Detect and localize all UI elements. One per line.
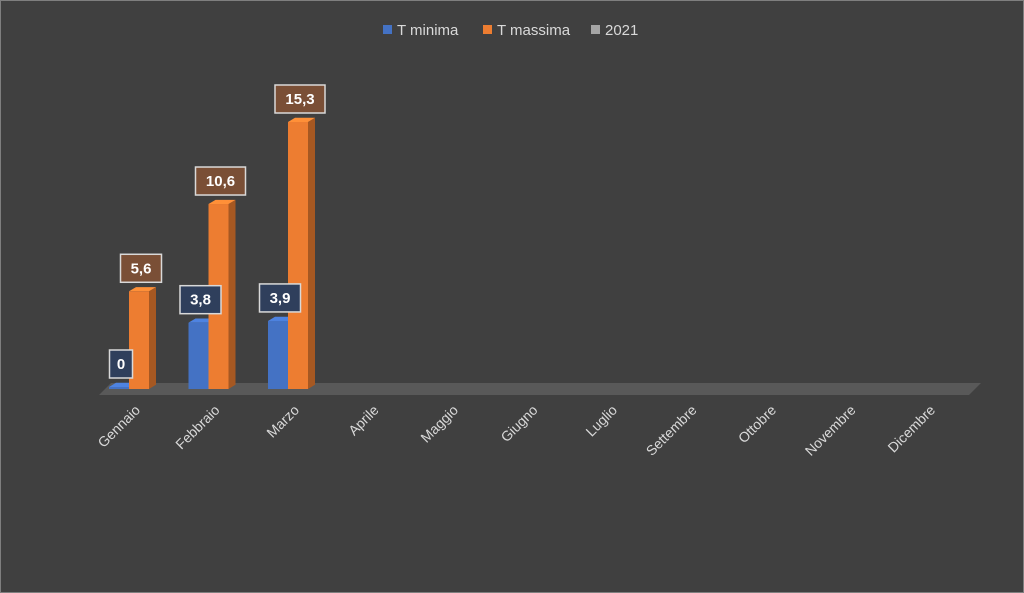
svg-text:2021: 2021	[605, 22, 638, 39]
bar-t-massima-marzo	[288, 117, 315, 390]
svg-text:3,9: 3,9	[270, 290, 291, 307]
data-label: 0	[108, 349, 134, 379]
chart-floor	[99, 383, 981, 395]
svg-text:3,8: 3,8	[190, 292, 211, 309]
data-label: 3,9	[258, 283, 302, 313]
svg-text:T massima: T massima	[497, 22, 571, 39]
bar-t-massima-gennaio	[129, 287, 156, 389]
data-label: 15,3	[274, 84, 326, 114]
x-tick-label: Settembre	[643, 402, 700, 459]
legend-item: T minima	[383, 22, 459, 39]
svg-text:T minima: T minima	[397, 22, 459, 39]
x-tick-label: Giugno	[497, 402, 540, 445]
x-tick-label: Gennaio	[94, 402, 143, 451]
data-label: 3,8	[179, 284, 222, 315]
legend-item: 2021	[591, 22, 638, 39]
x-tick-label: Novembre	[802, 402, 859, 459]
x-tick-label: Ottobre	[735, 402, 779, 446]
x-tick-label: Luglio	[582, 402, 620, 440]
x-tick-label: Dicembre	[884, 402, 938, 456]
data-label: 10,6	[194, 166, 247, 196]
svg-text:15,3: 15,3	[285, 91, 314, 108]
x-tick-label: Febbraio	[172, 402, 223, 453]
x-tick-label: Maggio	[417, 402, 461, 446]
svg-text:0: 0	[117, 356, 125, 373]
x-tick-label: Aprile	[345, 402, 382, 439]
data-label: 5,6	[119, 253, 163, 284]
x-tick-label: Marzo	[263, 402, 302, 441]
svg-text:5,6: 5,6	[131, 260, 152, 277]
svg-text:10,6: 10,6	[206, 173, 235, 190]
legend-item: T massima	[483, 22, 571, 39]
